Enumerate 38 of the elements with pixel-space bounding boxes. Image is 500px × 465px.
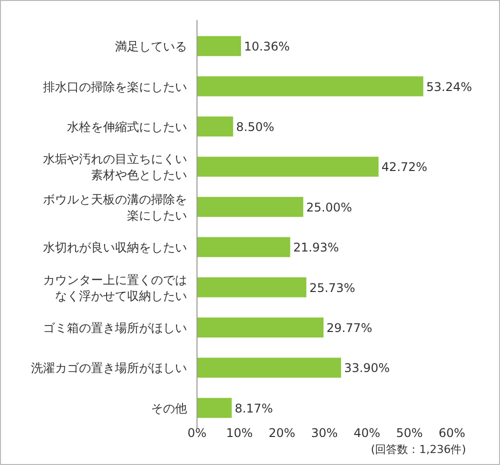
data-label: 53.24% [426, 80, 472, 94]
bar [197, 277, 306, 298]
bar [197, 318, 324, 338]
x-tick-label: 0% [187, 426, 207, 440]
bar [197, 358, 342, 378]
bar [197, 156, 379, 177]
bar [197, 76, 424, 96]
bar [197, 237, 290, 258]
x-tick-label: 10% [226, 426, 253, 440]
data-label: 25.73% [309, 280, 356, 295]
y-tick-label: ボウルと天板の溝の掃除を楽にしたい [43, 192, 187, 222]
y-tick-label: 洗濯カゴの置き場所がほしい [31, 361, 187, 376]
y-tick-label: ゴミ箱の置き場所がほしい [43, 321, 187, 335]
x-tick-label: 40% [354, 426, 380, 440]
x-tick-label: 60% [438, 426, 466, 440]
data-label: 8.50% [236, 120, 274, 134]
bar [197, 116, 234, 136]
y-tick-label: 水栓を伸縮式にしたい [67, 120, 187, 134]
y-tick-label: 排水口の掃除を楽にしたい [43, 80, 187, 94]
data-label: 10.36% [244, 40, 290, 54]
bar [197, 36, 242, 56]
y-tick-label: その他 [151, 401, 187, 416]
text: (回答数：1,236件) [370, 443, 466, 456]
x-tick-label: 50% [396, 426, 423, 440]
bar [197, 398, 232, 418]
y-tick-label: 水垢や汚れの目立ちにくい素材や色としたい [43, 152, 187, 182]
y-tick-label: 満足している [115, 40, 187, 54]
y-tick-label: 水切れが良い収納をしたい [43, 240, 187, 255]
data-label: 33.90% [344, 361, 390, 376]
x-tick-label: 30% [311, 426, 338, 440]
y-tick-label: カウンター上に置くのではなく浮かせて収納したい [43, 272, 187, 303]
data-label: 42.72% [382, 160, 428, 174]
x-tick-label: 20% [268, 426, 296, 440]
bar [197, 196, 304, 217]
data-label: 21.93% [293, 240, 339, 255]
data-label: 8.17% [234, 401, 273, 416]
data-label: 25.00% [306, 200, 352, 214]
data-label: 29.77% [326, 321, 372, 335]
